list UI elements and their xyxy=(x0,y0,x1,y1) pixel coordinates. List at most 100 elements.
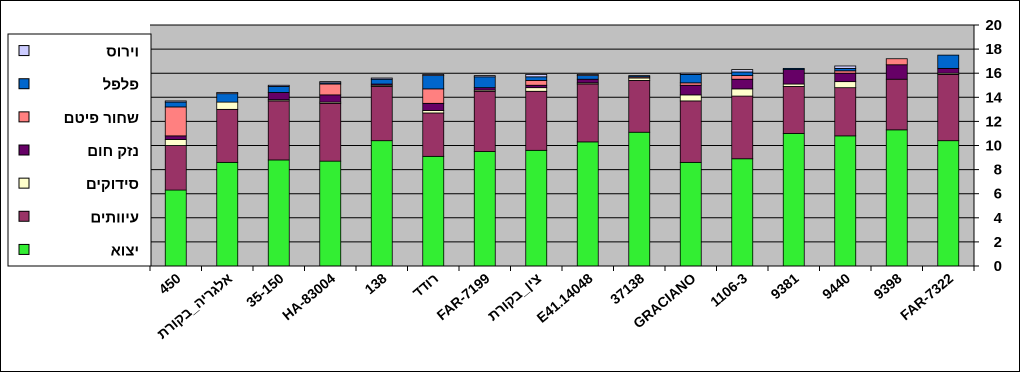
bar-segment xyxy=(834,72,857,83)
bar-segment xyxy=(782,86,805,134)
bar-segment xyxy=(319,83,342,96)
bar-segment xyxy=(731,78,754,90)
bar-segment xyxy=(164,145,187,191)
y-tick-label: 10 xyxy=(985,138,1002,155)
bar-segment xyxy=(422,155,445,267)
bar-segment xyxy=(576,83,599,143)
bar-segment xyxy=(422,88,445,104)
bar-segment xyxy=(216,101,239,110)
bar-segment xyxy=(422,102,445,111)
bar-segment xyxy=(628,75,651,78)
bar-segment xyxy=(319,81,342,84)
legend-label: יצוא xyxy=(111,242,139,259)
bar-segment xyxy=(216,108,239,163)
legend-label: פלפל xyxy=(103,77,139,94)
legend-box xyxy=(7,33,152,267)
bar-segment xyxy=(782,69,805,85)
legend-swatch xyxy=(18,78,30,90)
bar-segment xyxy=(885,78,908,131)
bar-segment xyxy=(834,65,857,69)
legend-label: נזק חום xyxy=(87,143,139,160)
bar-segment xyxy=(164,106,187,137)
bar-segment xyxy=(473,90,496,152)
bar-segment xyxy=(164,100,187,103)
bar-segment xyxy=(937,140,960,267)
bar-segment xyxy=(679,100,702,163)
bar-segment xyxy=(937,54,960,69)
bar-segment xyxy=(628,80,651,133)
bar-segment xyxy=(525,76,548,81)
bar-segment xyxy=(628,131,651,267)
bar-segment xyxy=(422,75,445,90)
bar-segment xyxy=(525,74,548,78)
bar-segment xyxy=(679,74,702,84)
bar-segment xyxy=(782,133,805,267)
bar-segment xyxy=(885,58,908,66)
bar-segment xyxy=(731,69,754,73)
bar-segment xyxy=(576,75,599,80)
bar-segment xyxy=(834,81,857,89)
y-tick-label: 14 xyxy=(985,89,1002,106)
bar-segment xyxy=(164,135,187,140)
bar-segment xyxy=(216,92,239,95)
legend-label: עיוותים xyxy=(90,209,139,226)
bar-segment xyxy=(473,76,496,89)
bar-segment xyxy=(216,93,239,103)
bar-segment xyxy=(267,159,290,267)
bar-segment xyxy=(216,161,239,267)
bar-segment xyxy=(164,139,187,146)
bar-segment xyxy=(782,67,805,70)
y-tick-label: 20 xyxy=(985,17,1002,34)
bar-segment xyxy=(679,94,702,102)
bar-segment xyxy=(885,64,908,80)
bar-segment xyxy=(525,87,548,92)
bar-segment xyxy=(370,77,393,80)
y-tick-label: 4 xyxy=(994,210,1003,227)
bar-segment xyxy=(370,78,393,85)
bar-segment xyxy=(319,160,342,267)
bar-segment xyxy=(885,129,908,267)
y-tick-label: 8 xyxy=(994,162,1002,179)
bar-segment xyxy=(319,94,342,103)
y-tick-label: 6 xyxy=(994,186,1002,203)
bar-segment xyxy=(267,92,290,101)
bar-segment xyxy=(525,149,548,267)
bar-segment xyxy=(164,101,187,108)
bar-segment xyxy=(370,86,393,142)
legend-swatch xyxy=(18,144,30,156)
bar-segment xyxy=(164,189,187,267)
bar-segment xyxy=(422,112,445,157)
bar-segment xyxy=(731,71,754,77)
bar-segment xyxy=(473,151,496,267)
legend-label: שחור פיטם xyxy=(64,110,139,127)
bar-segment xyxy=(267,100,290,161)
bar-segment xyxy=(267,84,290,87)
bar-segment xyxy=(576,74,599,77)
bar-segment xyxy=(834,87,857,137)
y-tick-label: 16 xyxy=(985,65,1002,82)
bar-segment xyxy=(473,75,496,78)
bar-segment xyxy=(731,88,754,97)
legend-swatch xyxy=(18,111,30,123)
bar-segment xyxy=(937,74,960,142)
legend-swatch xyxy=(18,243,30,255)
y-tick-label: 2 xyxy=(994,234,1002,251)
bar-segment xyxy=(731,158,754,267)
bar-segment xyxy=(731,95,754,160)
bar-segment xyxy=(525,90,548,151)
bar-segment xyxy=(267,86,290,93)
bar-segment xyxy=(370,140,393,267)
bar-segment xyxy=(679,72,702,75)
legend-swatch xyxy=(18,177,30,189)
bar-segment xyxy=(525,80,548,86)
bar-segment xyxy=(937,67,960,74)
bar-segment xyxy=(422,74,445,77)
y-tick-label: 0 xyxy=(994,258,1002,275)
bar-segment xyxy=(679,161,702,267)
legend-label: וירוס xyxy=(106,44,139,61)
y-tick-label: 12 xyxy=(985,113,1002,130)
y-tick-label: 18 xyxy=(985,41,1002,58)
bar-segment xyxy=(576,78,599,84)
legend-swatch xyxy=(18,210,30,222)
